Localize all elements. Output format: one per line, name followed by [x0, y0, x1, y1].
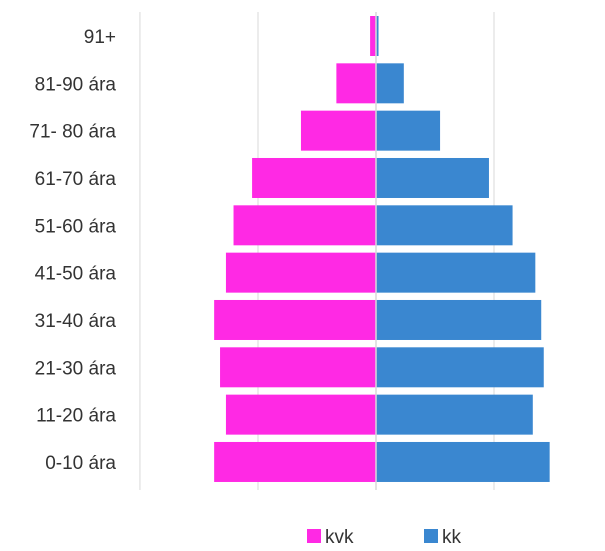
category-label-4: 51-60 ára	[35, 216, 117, 237]
bar-kk-2	[376, 110, 441, 151]
category-label-8: 11-20 ára	[36, 406, 116, 427]
category-label-3: 61-70 ára	[35, 169, 117, 190]
category-label-0: 91+	[84, 27, 116, 48]
legend: kvk kk	[307, 527, 462, 548]
bar-kvk-3	[252, 157, 376, 198]
category-label-7: 21-30 ára	[35, 358, 117, 379]
category-tick-labels: 91+ 81-90 ára 71- 80 ára 61-70 ára 51-60 ára…	[29, 27, 116, 474]
legend-swatch-kk	[424, 529, 438, 543]
bar-kvk-1	[336, 63, 376, 104]
bar-kk-4	[376, 205, 513, 246]
bar-kk-8	[376, 394, 533, 435]
bar-kvk-0	[370, 16, 376, 56]
legend-label-kvk: kvk	[325, 527, 354, 548]
legend-label-kk: kk	[442, 527, 462, 548]
bar-kk-6	[376, 299, 542, 340]
category-label-6: 31-40 ára	[35, 311, 117, 332]
bar-kvk-8	[225, 394, 376, 435]
category-label-1: 81-90 ára	[35, 74, 117, 95]
bar-kvk-9	[214, 441, 376, 482]
bar-kk-3	[376, 157, 489, 198]
legend-swatch-kvk	[307, 529, 321, 543]
bar-kvk-5	[225, 252, 376, 293]
bar-kk-7	[376, 347, 544, 388]
bar-kvk-7	[220, 347, 376, 388]
category-label-9: 0-10 ára	[45, 453, 116, 474]
bars	[214, 16, 550, 482]
bar-kk-0	[376, 16, 379, 56]
bar-kk-9	[376, 441, 550, 482]
category-label-5: 41-50 ára	[35, 264, 117, 285]
category-label-2: 71- 80 ára	[29, 122, 116, 143]
bar-kk-1	[376, 63, 404, 104]
bar-kvk-4	[233, 205, 376, 246]
bar-kvk-2	[300, 110, 376, 151]
bar-kk-5	[376, 252, 536, 293]
bar-kvk-6	[214, 299, 376, 340]
